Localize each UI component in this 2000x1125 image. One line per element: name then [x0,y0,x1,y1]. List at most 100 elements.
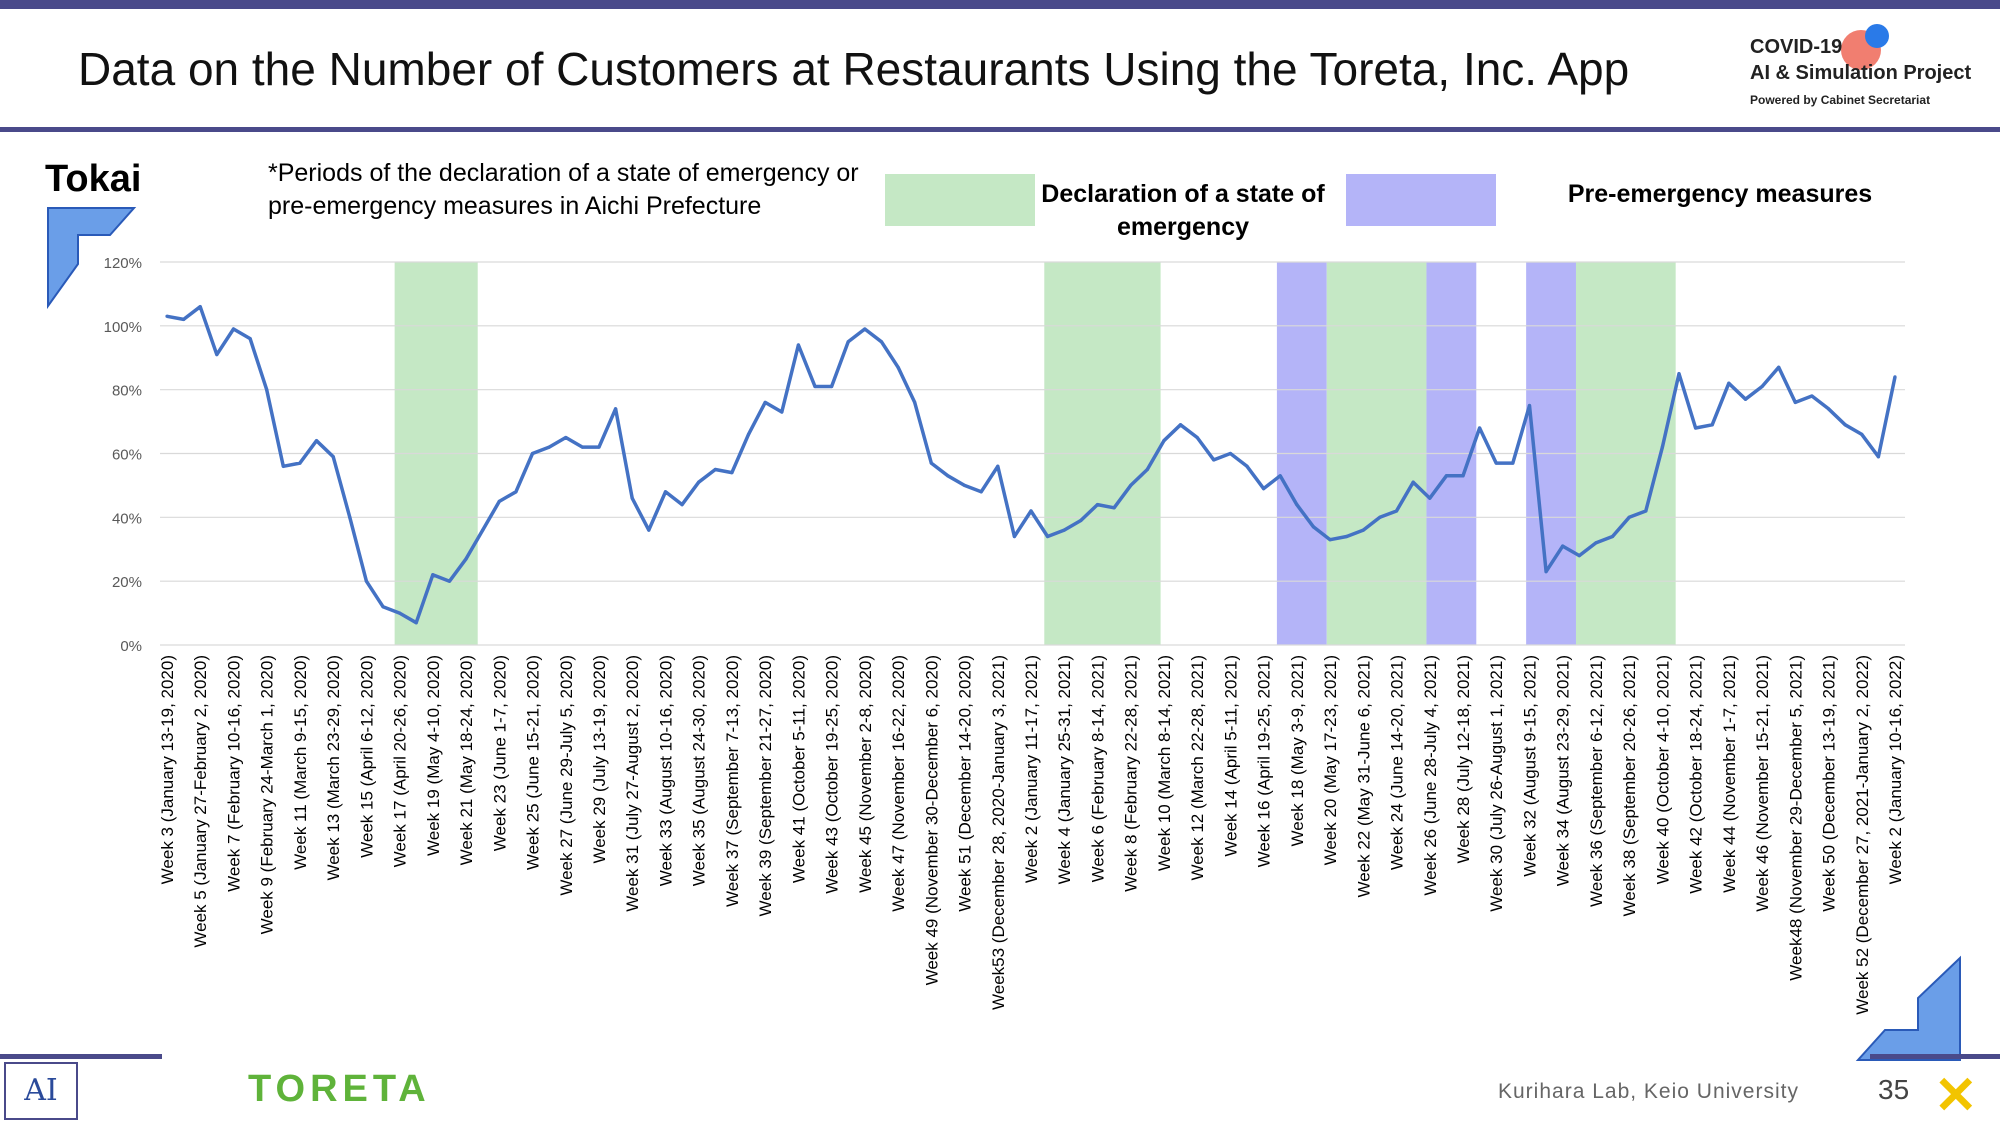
data-point [1710,423,1714,427]
x-tick-label: Week53 (December 28, 2020-January 3, 202… [989,655,1008,1010]
data-point [1793,400,1797,405]
data-point [547,445,551,449]
data-point [663,490,668,494]
y-tick-label: 20% [112,574,142,591]
x-tick-label: Week 2 (January 10-16, 2022) [1886,655,1905,884]
title-rule [0,127,2000,132]
data-point [1743,397,1748,401]
data-point [1411,480,1415,484]
data-point [979,490,983,494]
data-point [298,461,302,465]
x-tick-label: Week 35 (August 24-30, 2020) [690,655,709,886]
x-tick-label: Week 25 (June 15-21, 2020) [524,655,543,870]
x-tick-label: Week 9 (February 24-March 1, 2020) [258,655,277,934]
x-tick-label: Week 17 (April 20-26, 2020) [391,655,410,867]
data-point [1860,432,1864,436]
y-tick-label: 40% [112,510,142,527]
x-tick-label: Week 8 (February 22-28, 2021) [1122,655,1141,892]
data-point [1893,375,1897,379]
x-tick-label: Week 22 (May 31-June 6, 2021) [1354,655,1373,898]
ai-lab-logo: AI [4,1062,78,1120]
page-number: 35 [1878,1074,1910,1105]
data-point [1428,496,1432,500]
x-tick-label: Week 32 (August 9-15, 2021) [1521,655,1540,877]
x-tick-label: Week 51 (December 14-20, 2020) [956,655,975,912]
legend-swatch-emergency [885,174,1035,226]
footer-rule-left [0,1054,162,1059]
data-point [281,464,285,468]
x-tick-label: Week 31 (July 27-August 2, 2020) [623,655,642,912]
x-tick-label: Week 5 (January 27-February 2, 2020) [191,655,210,948]
data-point [348,515,352,519]
data-point [1810,394,1814,398]
data-point [414,621,418,625]
data-point [614,407,618,411]
x-tick-label: Week 20 (May 17-23, 2021) [1321,655,1340,865]
x-tick-label: Week 12 (March 22-28, 2021) [1188,655,1207,881]
data-point [198,305,202,309]
data-point [1095,502,1100,507]
data-point [1046,534,1050,539]
x-tick-label: Week 18 (May 3-9, 2021) [1288,655,1307,847]
data-point [830,384,834,389]
x-tick-label: Week 3 (January 13-19, 2020) [158,655,177,884]
data-point [447,579,452,583]
data-point [962,483,967,488]
data-point [713,467,717,472]
x-tick-label: Week 34 (August 23-29, 2021) [1554,655,1573,886]
data-point [1610,534,1615,539]
top-rule [0,0,2000,9]
x-tick-label: Week 23 (June 1-7, 2020) [490,655,509,851]
data-point [1478,426,1482,430]
data-point [929,461,933,465]
data-point [530,451,535,456]
data-point [746,432,751,436]
data-point [680,502,684,507]
x-tick-label: Week 14 (April 5-11, 2021) [1221,655,1240,857]
data-point [1228,451,1232,456]
data-point [730,471,734,475]
data-point [1295,502,1299,507]
data-point [1760,384,1764,389]
logo-line-1: COVID-19 [1750,36,1843,58]
data-point [1262,487,1266,491]
data-point [1461,474,1465,478]
x-tick-label: Week 11 (March 9-15, 2020) [291,655,310,870]
data-point [381,605,385,609]
data-point [481,528,485,532]
data-point [1694,426,1698,430]
data-point [1577,554,1581,558]
credit-text: Kurihara Lab, Keio University [1498,1080,1799,1103]
data-point [1444,474,1448,478]
x-tick-label: Week48 (November 29-December 5, 2021) [1786,655,1805,981]
data-point [1029,509,1033,513]
data-point [564,435,568,440]
x-tick-label: Week 47 (November 16-22, 2020) [889,655,908,912]
data-point [863,327,867,331]
page-title: Data on the Number of Customers at Resta… [78,43,1630,95]
data-point [331,455,335,459]
x-tick-label: Week 21 (May 18-24, 2020) [457,655,476,865]
data-point [763,400,767,405]
x-tick-label: Week 6 (February 8-14, 2021) [1089,655,1108,882]
y-tick-label: 80% [112,383,142,400]
x-tick-label: Week 4 (January 25-31, 2021) [1055,655,1074,884]
x-tick-label: Week 37 (September 7-13, 2020) [723,655,742,907]
data-point [1278,474,1282,478]
data-point [497,499,501,503]
data-point [647,528,651,532]
data-point [1511,461,1515,465]
data-point [913,400,917,405]
data-point [896,365,900,369]
data-point [398,611,402,615]
data-point [580,445,584,449]
data-point [1062,528,1066,532]
covid-ai-logo: COVID-19 AI & Simulation Project Powered… [1745,24,1985,112]
y-tick-label: 100% [104,319,142,336]
data-point [1178,423,1183,427]
data-point [215,352,219,357]
x-tick-label: Week 28 (July 12-18, 2021) [1454,655,1473,864]
data-point [813,384,817,389]
x-tick-label: Week 7 (February 10-16, 2020) [225,655,244,892]
